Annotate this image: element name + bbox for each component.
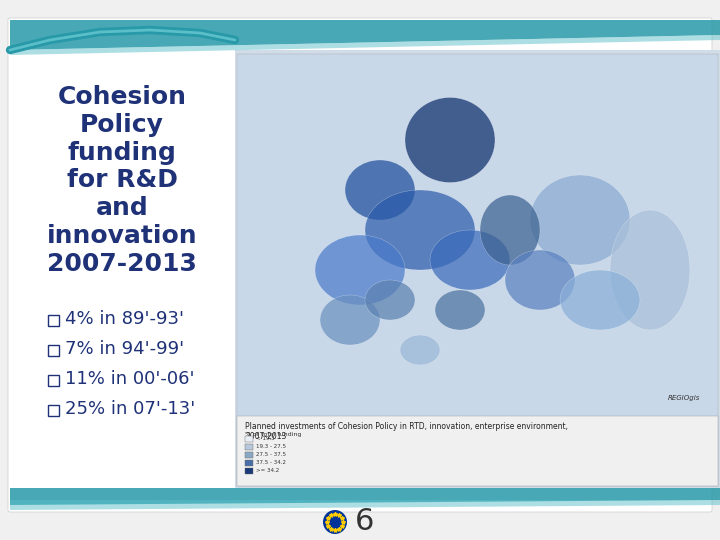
Bar: [10, 50, 235, 488]
Text: 37.5 - 34.2: 37.5 - 34.2: [256, 461, 286, 465]
FancyBboxPatch shape: [8, 18, 712, 512]
Ellipse shape: [610, 210, 690, 330]
Ellipse shape: [365, 280, 415, 320]
Text: 19.3 - 27.5: 19.3 - 27.5: [256, 444, 286, 449]
Ellipse shape: [480, 195, 540, 265]
Text: 6: 6: [355, 508, 374, 537]
Text: 11% in 00'-06': 11% in 00'-06': [65, 370, 194, 388]
Bar: [245, 460, 253, 466]
Bar: [245, 436, 253, 442]
Text: Cohesion
Policy
funding
for R&D
and
innovation
2007-2013: Cohesion Policy funding for R&D and inno…: [47, 85, 197, 276]
Ellipse shape: [365, 190, 475, 270]
Polygon shape: [10, 20, 720, 50]
Text: 25% in 07'-13': 25% in 07'-13': [65, 400, 195, 418]
Bar: [48, 315, 59, 326]
Text: Planned investments of Cohesion Policy in RTD, innovation, enterprise environmen: Planned investments of Cohesion Policy i…: [245, 422, 568, 441]
Polygon shape: [10, 500, 720, 510]
Text: 7% in 94'-99': 7% in 94'-99': [65, 340, 184, 358]
Text: REGIOgis: REGIOgis: [667, 395, 700, 401]
Bar: [245, 452, 253, 458]
Bar: [237, 54, 718, 486]
Polygon shape: [10, 488, 720, 505]
Bar: [245, 444, 253, 450]
Ellipse shape: [430, 230, 510, 290]
Bar: [48, 405, 59, 416]
Bar: [235, 50, 720, 488]
Ellipse shape: [345, 160, 415, 220]
Ellipse shape: [315, 235, 405, 305]
Text: < 19.3: < 19.3: [256, 436, 274, 442]
Ellipse shape: [435, 290, 485, 330]
Ellipse shape: [400, 335, 440, 365]
Bar: [48, 375, 59, 386]
Ellipse shape: [530, 175, 630, 265]
Circle shape: [323, 510, 347, 534]
Bar: [48, 345, 59, 356]
Ellipse shape: [505, 250, 575, 310]
Ellipse shape: [320, 295, 380, 345]
Text: 4% in 89'-93': 4% in 89'-93': [65, 310, 184, 328]
Ellipse shape: [405, 98, 495, 183]
Bar: [237, 416, 718, 486]
Polygon shape: [10, 35, 720, 55]
Bar: [245, 468, 253, 474]
Text: % of total funding: % of total funding: [245, 432, 302, 437]
Ellipse shape: [560, 270, 640, 330]
Text: >= 34.2: >= 34.2: [256, 469, 279, 474]
Text: 27.5 - 37.5: 27.5 - 37.5: [256, 453, 286, 457]
